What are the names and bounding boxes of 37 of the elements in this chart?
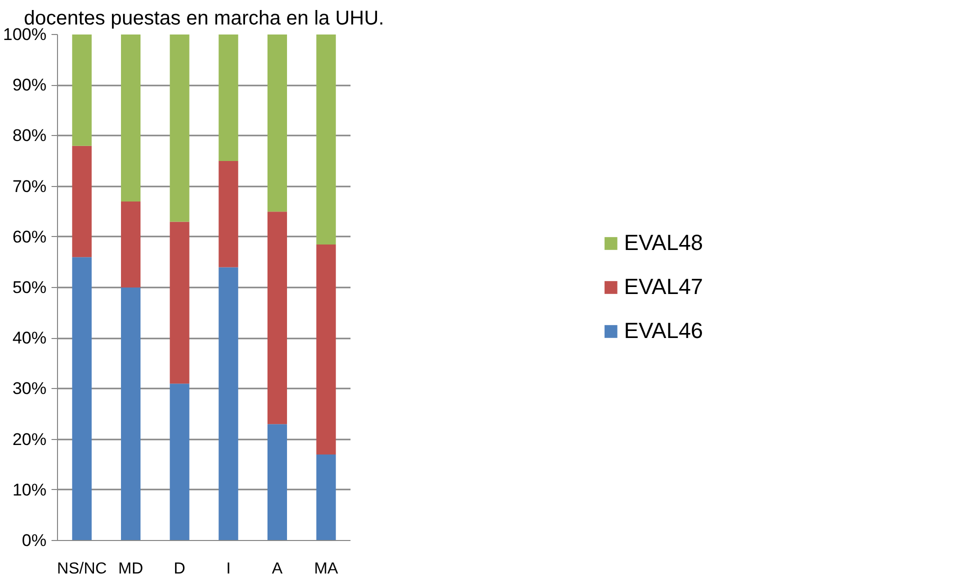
- y-tick-label: 60%: [12, 227, 47, 246]
- legend-label: EVAL47: [624, 274, 704, 300]
- x-tick-label: I: [226, 560, 231, 578]
- bar: [120, 201, 141, 288]
- y-tick-label: 20%: [12, 430, 47, 449]
- x-tick-label: NS/NC: [57, 560, 107, 578]
- legend-label: EVAL48: [624, 230, 704, 256]
- x-tick-label: D: [174, 560, 186, 578]
- y-tick-label: 80%: [12, 126, 47, 146]
- y-tick-label: 50%: [12, 278, 47, 297]
- x-tick-label: MA: [314, 560, 338, 578]
- bar: [170, 222, 190, 384]
- bar: [316, 34, 336, 244]
- y-tick-label: 10%: [12, 480, 47, 500]
- bar: [72, 146, 92, 258]
- bar: [218, 267, 238, 540]
- bar: [218, 34, 238, 161]
- y-tick-label: 70%: [12, 176, 47, 196]
- legend-label: EVAL46: [624, 318, 704, 344]
- bar: [72, 257, 92, 540]
- bar: [218, 161, 238, 268]
- bar: [316, 244, 336, 454]
- bar: [316, 454, 336, 540]
- y-tick-label: 90%: [12, 76, 47, 95]
- y-tick-label: 0%: [22, 531, 47, 550]
- y-tick-label: 40%: [12, 328, 47, 348]
- bar: [170, 34, 190, 222]
- bar: [120, 288, 141, 540]
- bar: [267, 34, 288, 212]
- y-tick-label: 30%: [12, 379, 47, 398]
- bar: [267, 212, 288, 424]
- bar: [72, 34, 92, 146]
- x-tick-label: A: [272, 560, 283, 578]
- x-tick-label: MD: [118, 560, 144, 578]
- bar: [170, 384, 190, 540]
- bar: [267, 424, 288, 540]
- bar: [120, 34, 141, 202]
